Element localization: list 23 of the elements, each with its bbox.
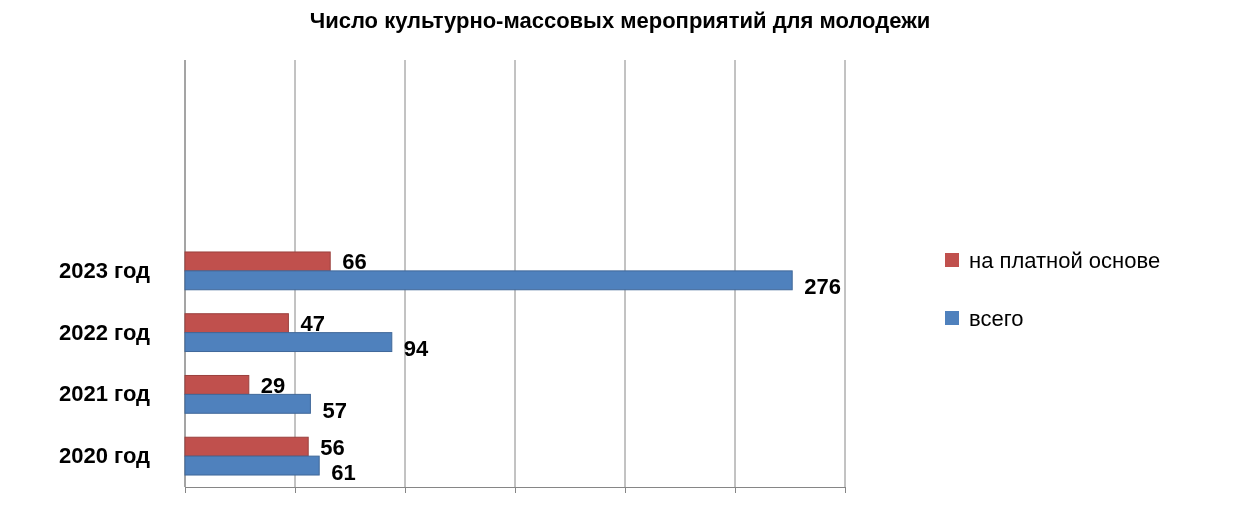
bar [184, 270, 793, 291]
y-tick-label: 2022 год [58, 319, 151, 345]
y-tick-label: 2020 год [58, 443, 151, 469]
legend-label: на платной основе [969, 248, 1161, 273]
data-label: 66 [342, 249, 367, 275]
y-tick-label: 2023 год [58, 257, 151, 283]
y-tick-label: 2021 год [58, 381, 151, 407]
data-label: 29 [260, 372, 286, 398]
bar [184, 332, 393, 353]
legend-label: всего [969, 306, 1024, 331]
bar [184, 436, 309, 457]
bar [184, 374, 250, 395]
data-label: 61 [331, 459, 356, 485]
bar [184, 455, 320, 476]
data-label: 56 [320, 434, 345, 460]
data-label: 57 [322, 397, 347, 423]
bar [184, 251, 331, 272]
bar [184, 313, 289, 334]
data-label: 276 [804, 274, 841, 300]
data-label: 47 [300, 311, 325, 337]
chart-title: Число культурно-массовых мероприятий для молодежи [309, 8, 931, 33]
bar [184, 393, 311, 414]
data-label: 94 [403, 336, 430, 362]
